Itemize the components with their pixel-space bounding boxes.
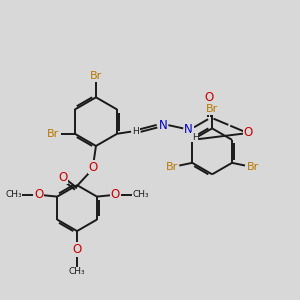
Text: O: O	[205, 91, 214, 103]
Text: CH₃: CH₃	[69, 267, 86, 276]
Text: Br: Br	[206, 104, 218, 114]
Text: N: N	[159, 118, 167, 132]
Text: O: O	[34, 188, 44, 202]
Text: O: O	[111, 188, 120, 202]
Text: CH₃: CH₃	[132, 190, 149, 200]
Text: Br: Br	[166, 162, 178, 172]
Text: Br: Br	[90, 71, 102, 81]
Text: Br: Br	[46, 129, 59, 139]
Text: O: O	[243, 127, 253, 140]
Text: O: O	[72, 243, 82, 256]
Text: N: N	[184, 123, 193, 136]
Text: H: H	[192, 133, 199, 142]
Text: O: O	[88, 160, 98, 173]
Text: H: H	[133, 127, 139, 136]
Text: Br: Br	[246, 162, 259, 172]
Text: CH₃: CH₃	[5, 190, 22, 200]
Text: O: O	[58, 170, 68, 184]
